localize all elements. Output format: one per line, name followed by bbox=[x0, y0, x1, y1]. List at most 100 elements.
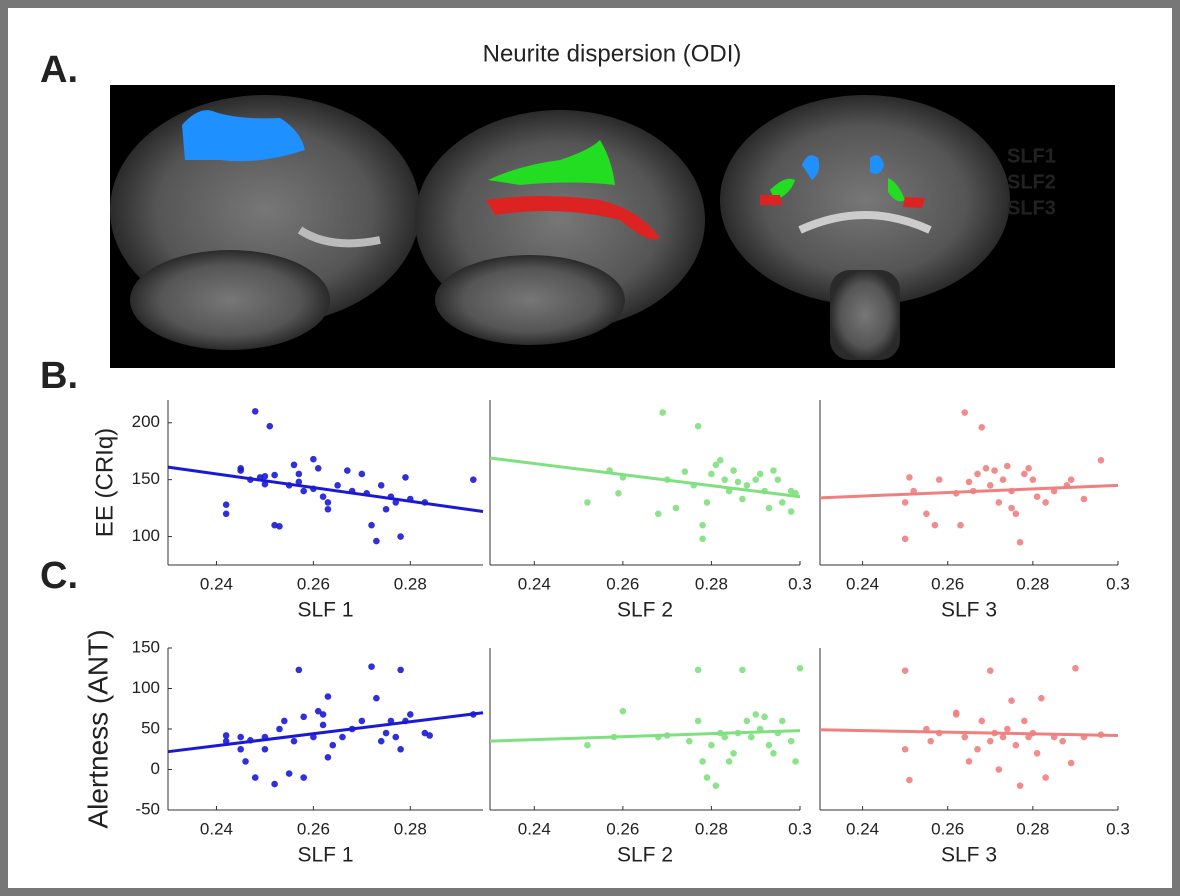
point bbox=[237, 467, 244, 474]
point bbox=[1008, 505, 1015, 512]
point bbox=[1068, 476, 1075, 483]
point bbox=[1017, 782, 1024, 789]
y-tick-label: 100 bbox=[132, 526, 160, 545]
point bbox=[1034, 750, 1041, 757]
point bbox=[961, 734, 968, 741]
point bbox=[726, 758, 733, 765]
x-tick-label: 0.28 bbox=[394, 819, 427, 838]
point bbox=[223, 510, 230, 517]
point bbox=[300, 714, 307, 721]
x-tick-label: 0.26 bbox=[931, 574, 964, 593]
point bbox=[359, 718, 366, 725]
point bbox=[761, 714, 768, 721]
x-tick-label: 0.24 bbox=[518, 819, 551, 838]
point bbox=[906, 474, 913, 481]
point bbox=[699, 522, 706, 529]
point bbox=[966, 758, 973, 765]
point bbox=[252, 408, 259, 415]
point bbox=[996, 499, 1003, 506]
point bbox=[936, 476, 943, 483]
x-axis-label: SLF 2 bbox=[617, 599, 673, 622]
point bbox=[730, 750, 737, 757]
point bbox=[991, 467, 998, 474]
point bbox=[325, 693, 332, 700]
point bbox=[704, 774, 711, 781]
point bbox=[708, 471, 715, 478]
x-tick-label: 0.3 bbox=[1106, 574, 1130, 593]
x-tick-label: 0.28 bbox=[394, 574, 427, 593]
x-tick-label: 0.26 bbox=[297, 819, 330, 838]
point bbox=[615, 490, 622, 497]
point bbox=[744, 718, 751, 725]
point bbox=[775, 476, 782, 483]
legend-label: SLF1 bbox=[1007, 145, 1056, 167]
x-tick-label: 0.28 bbox=[1016, 574, 1049, 593]
point bbox=[296, 471, 303, 478]
point bbox=[339, 734, 346, 741]
point bbox=[708, 742, 715, 749]
point bbox=[1042, 499, 1049, 506]
point bbox=[1017, 539, 1024, 546]
x-axis-label: SLF 3 bbox=[941, 844, 997, 867]
point bbox=[788, 738, 795, 745]
point bbox=[927, 738, 934, 745]
point bbox=[770, 467, 777, 474]
point bbox=[320, 722, 327, 729]
x-tick-label: 0.3 bbox=[788, 574, 812, 593]
point bbox=[237, 746, 244, 753]
point bbox=[713, 782, 720, 789]
x-tick-label: 0.3 bbox=[788, 819, 812, 838]
figure-title: Neurite dispersion (ODI) bbox=[483, 40, 742, 67]
y-tick-label: 150 bbox=[132, 637, 160, 656]
x-tick-label: 0.24 bbox=[846, 574, 879, 593]
point bbox=[1059, 738, 1066, 745]
x-axis-label: SLF 1 bbox=[297, 844, 353, 867]
panel-label: C. bbox=[40, 555, 78, 597]
point bbox=[344, 467, 351, 474]
point bbox=[378, 482, 385, 489]
point bbox=[276, 523, 283, 530]
point bbox=[699, 758, 706, 765]
point bbox=[1025, 465, 1032, 472]
temporal-lobe bbox=[435, 255, 625, 345]
point bbox=[953, 710, 960, 717]
page: {"figure": {"title": "Neurite dispersion… bbox=[0, 0, 1180, 896]
point bbox=[987, 482, 994, 489]
point bbox=[368, 522, 375, 529]
point bbox=[978, 424, 985, 431]
point bbox=[902, 499, 909, 506]
point bbox=[788, 508, 795, 515]
point bbox=[407, 711, 414, 718]
point bbox=[262, 746, 269, 753]
y-tick-label: -50 bbox=[135, 799, 160, 818]
point bbox=[252, 774, 259, 781]
point bbox=[397, 746, 404, 753]
point bbox=[744, 482, 751, 489]
point bbox=[291, 738, 298, 745]
point bbox=[655, 510, 662, 517]
point bbox=[1030, 476, 1037, 483]
cerebellum bbox=[130, 250, 330, 350]
point bbox=[717, 457, 724, 464]
point bbox=[1098, 457, 1105, 464]
figure: Neurite dispersion (ODI) A. B. C. SLF1 S… bbox=[0, 0, 1180, 896]
point bbox=[721, 734, 728, 741]
point bbox=[1072, 665, 1079, 672]
point bbox=[1081, 496, 1088, 503]
point bbox=[373, 538, 380, 545]
brainstem bbox=[830, 270, 900, 360]
point bbox=[242, 758, 249, 765]
point bbox=[721, 476, 728, 483]
point bbox=[426, 732, 433, 739]
point bbox=[974, 471, 981, 478]
x-tick-label: 0.26 bbox=[606, 574, 639, 593]
legend-label: SLF3 bbox=[1007, 197, 1056, 219]
point bbox=[402, 474, 409, 481]
x-tick-label: 0.28 bbox=[1016, 819, 1049, 838]
point bbox=[584, 499, 591, 506]
point bbox=[695, 718, 702, 725]
point bbox=[1021, 471, 1028, 478]
x-tick-label: 0.26 bbox=[606, 819, 639, 838]
point bbox=[383, 506, 390, 513]
point bbox=[392, 734, 399, 741]
